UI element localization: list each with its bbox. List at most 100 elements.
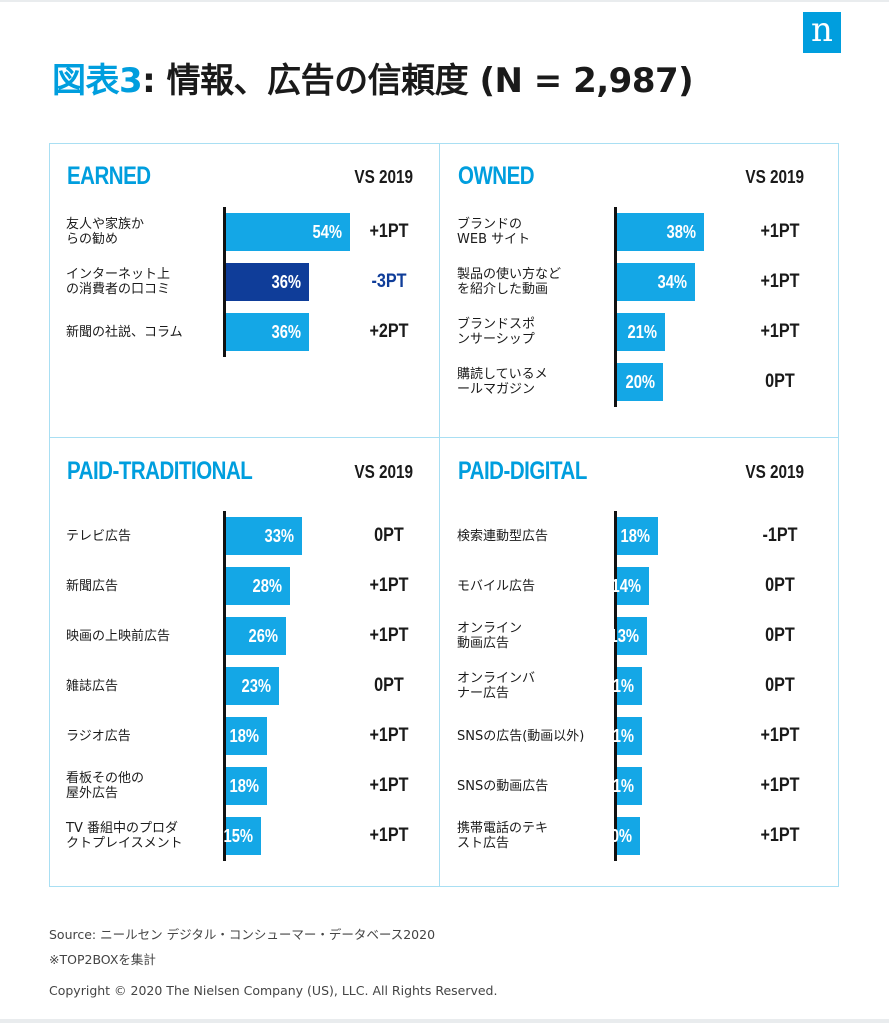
bar-row: オンラインバ ナー広告 11% 0PT [440, 661, 830, 711]
change-column-header: VS 2019 [354, 462, 413, 482]
category-label: TV 番組中のプロダ クトプレイスメント [66, 821, 183, 851]
nielsen-logo-glyph: n [811, 10, 833, 50]
change-vs-2019: +1PT [760, 271, 800, 292]
bar-value-label: 11% [605, 776, 634, 796]
bar [226, 517, 302, 555]
bar [617, 313, 665, 351]
category-label: 雑誌広告 [66, 678, 119, 694]
bar-row: 看板その他の 屋外広告 18% +1PT [49, 761, 439, 811]
bar [617, 817, 640, 855]
bar-value-label: 26% [248, 626, 278, 646]
bar [617, 617, 647, 655]
bar [226, 617, 286, 655]
category-label: モバイル広告 [457, 578, 536, 594]
bar-value-label: 18% [229, 776, 259, 796]
top-rule [0, 0, 889, 2]
change-vs-2019: +1PT [369, 725, 409, 746]
nielsen-logo: n [803, 12, 841, 53]
change-vs-2019: -3PT [371, 271, 407, 292]
bar [617, 767, 642, 805]
change-vs-2019: 0PT [765, 575, 795, 596]
bar [617, 567, 649, 605]
change-vs-2019: 0PT [374, 525, 404, 546]
panel-title-owned: OWNED [458, 162, 535, 190]
change-vs-2019: +1PT [369, 775, 409, 796]
bar-value-label: 11% [605, 726, 634, 746]
bar-value-label: 54% [312, 222, 342, 242]
bar [617, 363, 663, 401]
category-label: ラジオ広告 [66, 728, 131, 744]
bar-row: モバイル広告 14% 0PT [440, 561, 830, 611]
category-label: 検索連動型広告 [457, 528, 549, 544]
bar-row: SNSの広告(動画以外) 11% +1PT [440, 711, 830, 761]
bar [226, 667, 279, 705]
bar-row: 映画の上映前広告 26% +1PT [49, 611, 439, 661]
panel-title-earned: EARNED [67, 162, 151, 190]
bar-axis-line [223, 207, 226, 357]
bar-row: 購読しているメ ールマガジン 20% 0PT [440, 357, 830, 407]
bar-value-label: 21% [627, 322, 657, 342]
bar [617, 717, 642, 755]
bar-row: オンライン 動画広告 13% 0PT [440, 611, 830, 661]
bar [226, 313, 309, 351]
category-label: ブランドの WEB サイト [457, 217, 531, 247]
bar [617, 517, 658, 555]
category-label: 新聞の社説、コラム [66, 324, 183, 340]
bar-value-label: 18% [620, 526, 650, 546]
bar-row: TV 番組中のプロダ クトプレイスメント 15% +1PT [49, 811, 439, 861]
bar-row: インターネット上 の消費者の口コミ 36% -3PT [49, 257, 439, 307]
panel-owned: OWNED VS 2019 ブランドの WEB サイト 38% +1PT 製品の使い方など… [440, 143, 830, 437]
panel-title-paid-traditional: PAID-TRADITIONAL [67, 457, 253, 485]
change-vs-2019: +1PT [369, 625, 409, 646]
footer-copyright: Copyright © 2020 The Nielsen Company (US… [49, 983, 498, 998]
bar-row: ラジオ広告 18% +1PT [49, 711, 439, 761]
category-label: 看板その他の 屋外広告 [66, 771, 145, 801]
bar-row: ブランドスポ ンサーシップ 21% +1PT [440, 307, 830, 357]
change-column-header: VS 2019 [745, 167, 804, 187]
category-label: テレビ広告 [66, 528, 132, 544]
bar [617, 263, 695, 301]
chart-grid-vertical-divider [439, 143, 440, 887]
footer-source: Source: ニールセン デジタル・コンシューマー・データベース2020 [49, 927, 436, 942]
footer-note: ※TOP2BOXを集計 [49, 952, 156, 967]
bar-value-label: 36% [271, 322, 301, 342]
bar [617, 213, 704, 251]
bar-row: 新聞広告 28% +1PT [49, 561, 439, 611]
bar-value-label: 13% [609, 626, 639, 646]
bar-row: 携帯電話のテキ スト広告 10% +1PT [440, 811, 830, 861]
change-vs-2019: +1PT [760, 725, 800, 746]
change-vs-2019: +1PT [369, 221, 409, 242]
change-vs-2019: +2PT [369, 321, 409, 342]
category-label: SNSの動画広告 [457, 778, 549, 794]
category-label: 携帯電話のテキ スト広告 [457, 821, 549, 851]
category-label: オンラインバ ナー広告 [457, 671, 536, 701]
change-vs-2019: +1PT [760, 221, 800, 242]
bar [226, 817, 261, 855]
bar-value-label: 14% [611, 576, 641, 596]
bar-row: SNSの動画広告 11% +1PT [440, 761, 830, 811]
bar-row: ブランドの WEB サイト 38% +1PT [440, 207, 830, 257]
bar-value-label: 28% [252, 576, 282, 596]
bar-row: 検索連動型広告 18% -1PT [440, 511, 830, 561]
bar [226, 717, 267, 755]
panel-paid-traditional: PAID-TRADITIONAL VS 2019 テレビ広告 33% 0PT 新聞広告 28… [49, 438, 439, 861]
bar-value-label: 10% [602, 826, 632, 846]
bar-value-label: 18% [229, 726, 259, 746]
category-label: 購読しているメ ールマガジン [457, 367, 548, 397]
bar-axis-line [614, 511, 617, 861]
change-column-header: VS 2019 [745, 462, 804, 482]
bar-value-label: 23% [241, 676, 271, 696]
bar-value-label: 20% [625, 372, 655, 392]
category-label: ブランドスポ ンサーシップ [457, 317, 536, 347]
change-vs-2019: +1PT [760, 825, 800, 846]
bar-row: テレビ広告 33% 0PT [49, 511, 439, 561]
bottom-rule [0, 1019, 889, 1023]
change-vs-2019: +1PT [760, 775, 800, 796]
panel-paid-digital: PAID-DIGITAL VS 2019 検索連動型広告 18% -1PT モバイル広告 1… [440, 438, 830, 861]
bar [226, 263, 309, 301]
bar-row: 友人や家族か らの勧め 54% +1PT [49, 207, 439, 257]
category-label: オンライン 動画広告 [457, 621, 523, 651]
change-vs-2019: 0PT [765, 625, 795, 646]
bar [226, 567, 290, 605]
change-vs-2019: -1PT [762, 525, 798, 546]
